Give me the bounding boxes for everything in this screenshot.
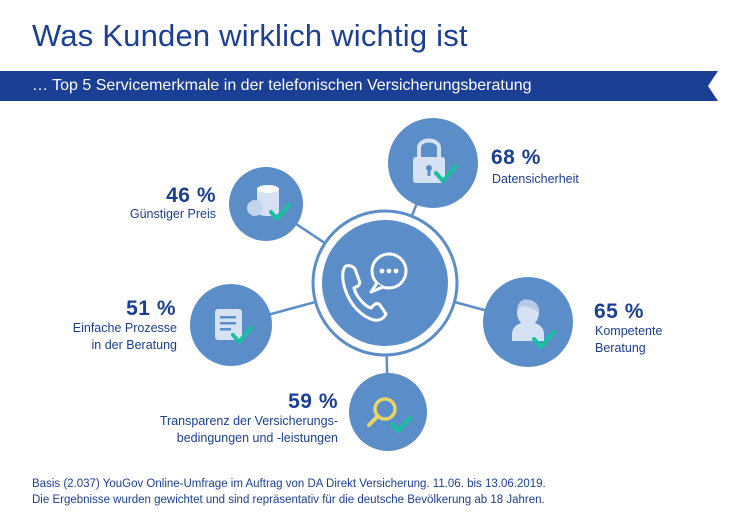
- coins-icon: [247, 185, 279, 216]
- label-kompetente-beratung-line1: Kompetente: [595, 324, 663, 338]
- check-icon: [434, 164, 458, 183]
- label-guenstiger-preis: Günstiger Preis: [129, 207, 216, 221]
- check-icon: [269, 203, 291, 221]
- label-transparenz-line2: bedingungen und -leistungen: [176, 431, 338, 445]
- center-circle: [322, 220, 448, 346]
- phone-chat-icon: [341, 252, 408, 322]
- page-title: Was Kunden wirklich wichtig ist: [32, 18, 468, 53]
- node-einfache-prozesse: [190, 284, 272, 366]
- check-icon: [390, 416, 412, 433]
- subtitle-banner: … Top 5 Servicemerkmale in der telefonis…: [0, 71, 718, 101]
- footer-note: Basis (2.037) YouGov Online-Umfrage im A…: [32, 476, 546, 508]
- label-einfache-prozesse-line1: Einfache Prozesse: [72, 321, 177, 335]
- footer-line: Basis (2.037) YouGov Online-Umfrage im A…: [32, 478, 546, 490]
- percent-datensicherheit: 68 %: [491, 146, 541, 169]
- document-icon: [215, 309, 242, 340]
- node-datensicherheit: [388, 118, 478, 208]
- label-einfache-prozesse-line2: in der Beratung: [91, 338, 177, 352]
- label-kompetente-beratung-line2: Beratung: [595, 341, 646, 355]
- node-kompetente-beratung: [483, 277, 573, 367]
- percent-transparenz: 59 %: [288, 390, 338, 413]
- node-circle: [349, 373, 427, 451]
- subtitle: … Top 5 Servicemerkmale in der telefonis…: [32, 77, 532, 94]
- percent-guenstiger-preis: 46 %: [166, 184, 216, 207]
- magnifier-icon: [367, 397, 397, 427]
- check-icon: [231, 326, 253, 344]
- label-transparenz-line1: Transparenz der Versicherungs-: [159, 414, 338, 428]
- feature-diagram: [190, 118, 573, 451]
- footer-line: Die Ergebnisse wurden gewichtet und sind…: [32, 494, 545, 506]
- banner-shape: [0, 71, 718, 101]
- check-icon: [532, 330, 556, 349]
- center-hub: [311, 209, 459, 357]
- person-icon: [512, 299, 544, 341]
- percent-kompetente-beratung: 65 %: [594, 300, 644, 323]
- label-datensicherheit: Datensicherheit: [492, 172, 579, 186]
- node-guenstiger-preis: [229, 167, 303, 241]
- node-transparenz: [349, 373, 427, 451]
- percent-einfache-prozesse: 51 %: [126, 297, 176, 320]
